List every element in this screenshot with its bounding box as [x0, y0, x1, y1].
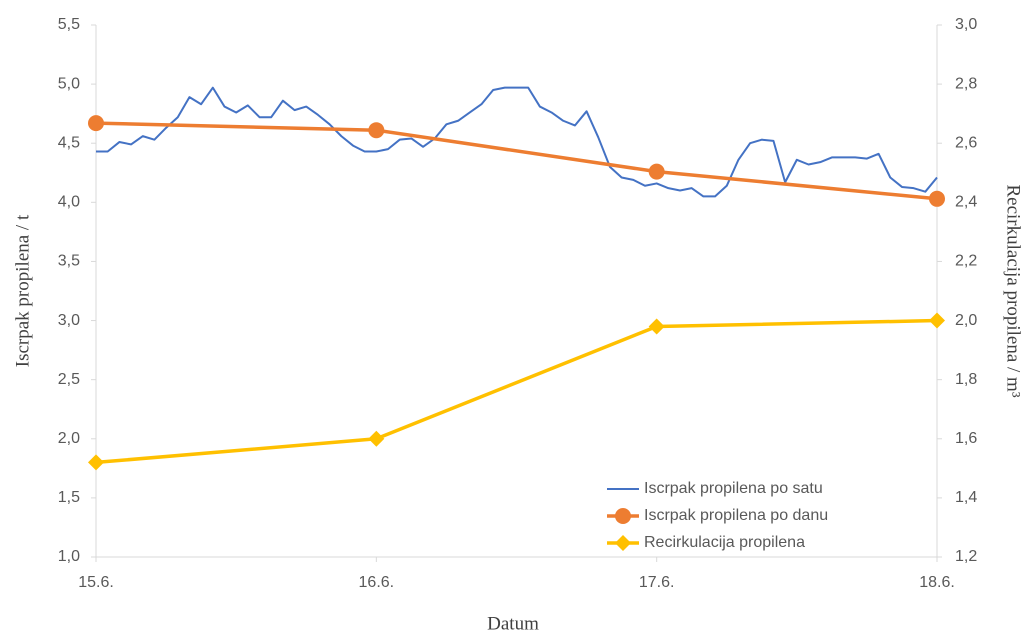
x-tick-label: 18.6. — [919, 574, 955, 591]
legend-label: Iscrpak propilena po danu — [644, 507, 828, 524]
y2-axis-title: Recirkulacija propilena / m³ — [1003, 184, 1024, 397]
point — [368, 122, 385, 139]
series-line — [95, 318, 938, 465]
y-axis-title: Iscrpak propilena / t — [12, 214, 33, 367]
y-tick-label: 3,5 — [58, 253, 80, 270]
legend-marker — [615, 508, 631, 524]
y-tick-label: 5,5 — [58, 16, 80, 33]
y-tick-label: 2,0 — [58, 430, 80, 447]
legend-marker — [615, 535, 631, 551]
y-tick-label: 1,5 — [58, 489, 80, 506]
y-tick-label: 4,5 — [58, 134, 80, 151]
y2-tick-label: 1,8 — [955, 371, 977, 388]
legend-label: Iscrpak propilena po satu — [644, 480, 823, 497]
x-tick-label: 17.6. — [639, 574, 675, 591]
y2-tick-label: 2,2 — [955, 253, 977, 270]
legend-label: Recirkulacija propilena — [644, 534, 805, 551]
y2-tick-label: 3,0 — [955, 16, 977, 33]
y-tick-label: 3,0 — [58, 312, 80, 329]
point — [368, 430, 385, 447]
x-tick-label: 15.6. — [78, 574, 114, 591]
point — [88, 115, 104, 132]
y2-tick-label: 1,6 — [955, 430, 977, 447]
y2-tick-label: 2,4 — [955, 194, 977, 211]
point — [648, 318, 665, 335]
y2-tick-label: 1,2 — [955, 548, 977, 565]
y2-tick-label: 2,6 — [955, 134, 977, 151]
point — [929, 190, 945, 207]
point — [88, 454, 104, 471]
y2-tick-label: 2,0 — [955, 312, 977, 329]
y-tick-label: 2,5 — [58, 371, 80, 388]
series-line — [95, 121, 938, 201]
y-tick-label: 5,0 — [58, 75, 80, 92]
y2-tick-label: 1,4 — [955, 489, 977, 506]
y2-tick-label: 2,8 — [955, 75, 977, 92]
y-tick-label: 4,0 — [58, 194, 80, 211]
x-axis-title: Datum — [487, 613, 539, 634]
y-tick-label: 1,0 — [58, 548, 80, 565]
point — [648, 163, 665, 180]
x-tick-label: 16.6. — [359, 574, 395, 591]
series-line — [96, 86, 938, 198]
point — [929, 312, 945, 329]
